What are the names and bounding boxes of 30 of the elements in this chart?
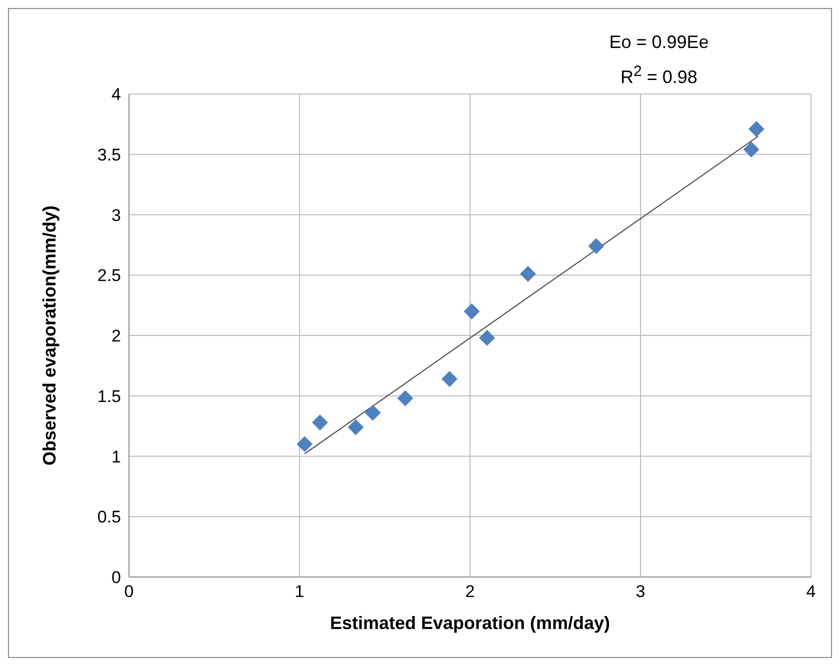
point <box>748 121 764 138</box>
point <box>479 330 496 346</box>
x-tick-label: 4 <box>806 582 816 602</box>
y-tick-label: 0.5 <box>97 508 121 527</box>
point <box>588 238 604 254</box>
y-tick-label: 2 <box>112 326 121 346</box>
x-tick-label: 2 <box>465 582 475 602</box>
x-tick-label: 3 <box>636 582 646 602</box>
y-tick-label: 1 <box>112 447 121 466</box>
point <box>364 404 381 421</box>
point <box>442 370 458 387</box>
point <box>312 414 328 430</box>
y-tick-label: 3.5 <box>97 145 121 164</box>
text: R$^{2}$ = 0.98 <box>620 62 698 89</box>
y-tick-label: 4 <box>112 85 121 104</box>
point <box>397 390 414 406</box>
point <box>348 419 364 436</box>
text: Eo = 0.99Ee <box>608 31 710 54</box>
x-tick-label: 1 <box>294 582 304 602</box>
y-axis-title: Observed evaporation(mm/dy) <box>39 205 60 466</box>
x-axis-title: Estimated Evaporation (mm/day) <box>330 613 610 633</box>
y-tick-label: 0 <box>112 568 121 588</box>
point <box>296 436 313 452</box>
y-tick-label: 2.5 <box>97 266 121 286</box>
y-tick-label: 3 <box>112 206 121 225</box>
y-tick-label: 1.5 <box>97 386 121 406</box>
point <box>743 142 760 158</box>
x-tick-label: 0 <box>124 582 134 602</box>
point <box>520 266 536 282</box>
point <box>464 303 480 320</box>
